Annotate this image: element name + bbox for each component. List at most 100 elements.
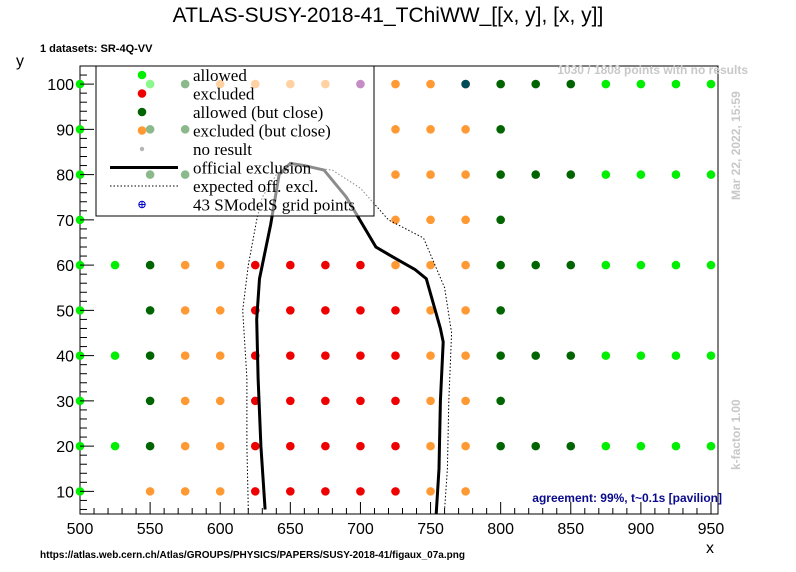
data-point [215,487,225,496]
data-point [321,441,330,451]
data-point [496,306,505,315]
data-point [391,170,400,179]
y-tick-label: 60 [56,258,74,275]
data-point [286,260,295,270]
data-point [496,170,505,179]
data-point [636,170,646,179]
data-point [496,125,505,134]
data-point [461,79,470,89]
data-point [426,351,435,360]
data-point [180,396,190,406]
data-point [145,441,155,451]
data-point [426,441,435,451]
data-point [531,351,541,360]
data-point [286,306,295,315]
data-point [215,351,225,360]
legend-label: no result [193,140,252,159]
no-results-note: 1030 / 1808 points with no results [557,63,748,77]
data-point [426,125,435,134]
data-point [496,79,505,89]
ticks-layer: 500 550 600 650 700 750 800 850 900 950 10 20 30 40 50… [47,65,725,538]
data-point [110,260,120,270]
x-tick-label: 950 [698,521,725,538]
data-point [250,487,260,496]
agreement-label: agreement: 99%, t~0.1s [pavilion] [532,491,722,505]
data-point [531,79,541,89]
data-point [145,260,155,270]
data-point [321,351,330,360]
data-point [496,351,505,360]
data-point [391,125,400,134]
data-point [321,487,330,496]
data-point [566,260,576,270]
data-point [426,396,435,406]
data-point [286,487,295,496]
x-tick-label: 700 [347,521,374,538]
legend-marker [139,146,145,152]
data-point [461,306,470,315]
data-point [321,306,330,315]
data-point [215,306,225,315]
data-point [145,351,155,360]
data-point [426,79,435,89]
kfactor-label: k-factor 1.00 [729,399,743,470]
data-point [356,487,365,496]
legend-label: excluded (but close) [193,122,331,141]
y-tick-label: 10 [56,484,74,501]
data-point [461,170,470,179]
data-point [356,306,365,315]
data-point [461,396,470,406]
plot-frame [79,65,719,515]
data-point [426,260,435,270]
data-point [601,79,611,89]
data-point [286,396,295,406]
y-tick-label: 100 [47,77,74,94]
data-point [566,441,576,451]
x-axis-label: x [706,540,714,557]
data-point [531,441,541,451]
x-tick-label: 650 [277,521,304,538]
data-point [250,260,260,270]
data-point [356,396,365,406]
data-point [215,260,225,270]
data-point [426,170,435,179]
data-point [180,441,190,451]
data-point [496,396,505,406]
data-point [461,125,470,134]
source-url: https://atlas.web.cern.ch/Atlas/GROUPS/P… [40,550,465,561]
data-point [145,306,155,315]
x-tick-label: 600 [207,521,234,538]
data-point [145,487,155,496]
x-tick-label: 800 [487,521,514,538]
data-point [110,351,120,360]
data-point [286,351,295,360]
data-point [706,79,716,89]
data-point [706,170,716,179]
data-point [706,260,716,270]
data-point [531,170,541,179]
data-point [566,170,576,179]
y-tick-label: 50 [56,303,74,320]
data-point [356,260,365,270]
data-point [391,441,400,451]
data-point [636,441,646,451]
y-tick-label: 90 [56,122,74,139]
data-point [671,260,681,270]
data-point [391,215,400,225]
legend-label: allowed (but close) [193,103,323,122]
data-point [706,351,716,360]
data-point [356,351,365,360]
data-point [601,351,611,360]
data-point [636,260,646,270]
legend-label: allowed [193,66,247,85]
data-point [461,351,470,360]
legend-label: excluded [193,85,255,104]
data-point [461,215,470,225]
y-axis-label: y [16,53,24,70]
y-tick-label: 20 [56,439,74,456]
data-point [250,441,260,451]
data-point [391,79,400,89]
data-point [391,260,400,270]
data-point [180,306,190,315]
